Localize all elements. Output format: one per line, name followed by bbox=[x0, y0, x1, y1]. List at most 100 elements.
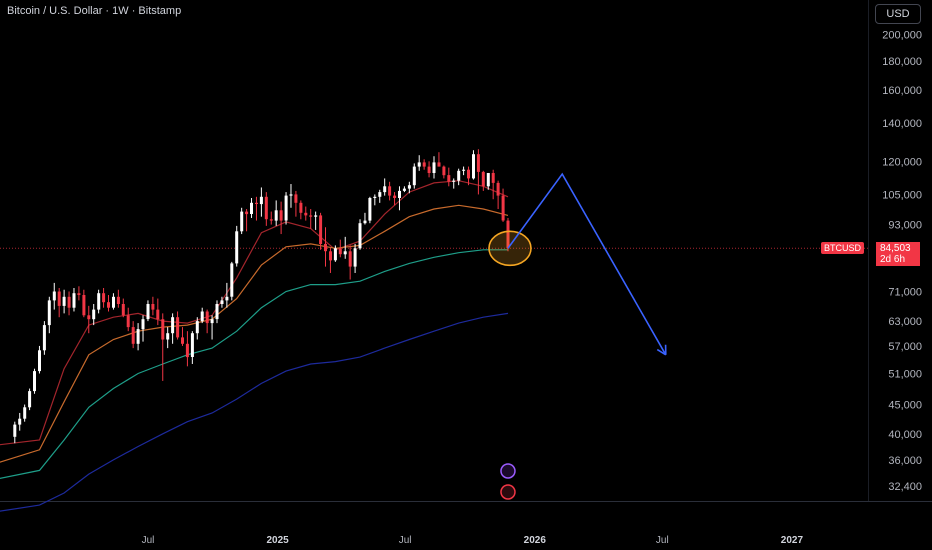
candle bbox=[181, 337, 184, 344]
moving-average-3 bbox=[0, 249, 508, 480]
candle bbox=[136, 329, 140, 344]
candle bbox=[422, 162, 426, 167]
candle bbox=[329, 251, 332, 261]
candle bbox=[319, 215, 323, 244]
candle bbox=[13, 424, 17, 437]
candle bbox=[373, 196, 377, 198]
candle bbox=[432, 162, 436, 173]
candle bbox=[33, 371, 36, 392]
price-tick-label: 120,000 bbox=[882, 156, 922, 168]
price-tick-label: 200,000 bbox=[882, 30, 922, 42]
forecast-path bbox=[507, 172, 667, 356]
candle bbox=[299, 202, 303, 213]
candle bbox=[72, 293, 76, 308]
economic-event-icon bbox=[500, 484, 516, 500]
candle bbox=[47, 300, 51, 326]
candle bbox=[388, 186, 392, 196]
candle bbox=[333, 248, 337, 261]
candle bbox=[195, 321, 199, 334]
candle bbox=[245, 211, 249, 215]
candle bbox=[240, 211, 244, 232]
candle bbox=[309, 215, 313, 217]
candle bbox=[442, 166, 446, 176]
candle bbox=[393, 195, 397, 198]
price-tick-label: 45,000 bbox=[888, 400, 922, 412]
candle bbox=[107, 302, 110, 308]
candle bbox=[348, 251, 352, 267]
candle bbox=[412, 166, 416, 186]
highlight-circle bbox=[488, 230, 532, 267]
candle bbox=[161, 319, 165, 340]
chart-title: Bitcoin / U.S. Dollar · 1W · Bitstamp bbox=[7, 5, 182, 17]
candle bbox=[102, 293, 106, 303]
candle bbox=[131, 327, 135, 344]
price-tick-label: 93,000 bbox=[888, 220, 922, 232]
candle bbox=[447, 175, 451, 182]
candle bbox=[151, 304, 155, 310]
candle bbox=[62, 296, 66, 306]
candle bbox=[452, 180, 456, 182]
candle bbox=[284, 195, 288, 221]
candle bbox=[437, 162, 441, 167]
candle bbox=[294, 194, 298, 203]
price-tick-label: 40,000 bbox=[888, 429, 922, 441]
candle bbox=[121, 304, 125, 316]
candle bbox=[200, 311, 204, 322]
candle bbox=[363, 220, 367, 224]
candle bbox=[378, 192, 382, 197]
candle bbox=[92, 309, 96, 320]
event-marker-icon bbox=[500, 463, 516, 479]
bar-countdown: 2d 6h bbox=[880, 254, 906, 265]
candle bbox=[215, 304, 219, 320]
candle bbox=[141, 319, 145, 330]
candle bbox=[225, 296, 229, 301]
candle bbox=[112, 296, 115, 308]
candle bbox=[343, 251, 347, 255]
candle bbox=[289, 194, 293, 196]
forecast-arrowhead bbox=[656, 348, 667, 356]
candle bbox=[156, 309, 160, 320]
price-tick-label: 36,000 bbox=[888, 455, 922, 467]
candle bbox=[269, 219, 273, 221]
price-tick-label: 63,000 bbox=[888, 316, 922, 328]
price-tick-label: 71,000 bbox=[888, 287, 922, 299]
moving-average-1 bbox=[0, 180, 509, 446]
price-tick-label: 32,400 bbox=[888, 481, 922, 493]
candle bbox=[116, 296, 120, 304]
candle bbox=[457, 170, 461, 181]
price-tick-label: 57,000 bbox=[888, 341, 922, 353]
candle bbox=[407, 185, 411, 189]
time-tick-label: Jul bbox=[142, 535, 155, 546]
candle bbox=[304, 212, 308, 216]
last-price: 84,503 bbox=[880, 243, 911, 254]
candle bbox=[481, 171, 485, 187]
candle bbox=[368, 198, 372, 221]
price-tick-label: 160,000 bbox=[882, 85, 922, 97]
candle bbox=[274, 210, 278, 221]
candle bbox=[87, 315, 91, 320]
candle bbox=[126, 315, 130, 328]
candle bbox=[462, 169, 466, 171]
price-tick-label: 105,000 bbox=[882, 189, 922, 201]
candle bbox=[264, 196, 268, 220]
time-tick-label: 2025 bbox=[266, 535, 289, 546]
candle bbox=[501, 195, 505, 221]
candle bbox=[18, 418, 22, 425]
candle bbox=[67, 296, 71, 308]
candle bbox=[230, 263, 234, 297]
candle bbox=[506, 220, 510, 249]
candle bbox=[52, 291, 56, 301]
currency-button[interactable]: USD bbox=[875, 4, 921, 24]
candle bbox=[486, 173, 490, 187]
candle bbox=[190, 333, 194, 357]
candle bbox=[220, 300, 224, 304]
candle bbox=[358, 223, 362, 249]
moving-average-4 bbox=[0, 312, 509, 512]
candle bbox=[28, 391, 32, 408]
candle bbox=[250, 202, 253, 214]
candle bbox=[77, 293, 81, 295]
candle bbox=[338, 248, 342, 255]
time-tick-label: Jul bbox=[656, 535, 669, 546]
candle bbox=[491, 173, 495, 183]
